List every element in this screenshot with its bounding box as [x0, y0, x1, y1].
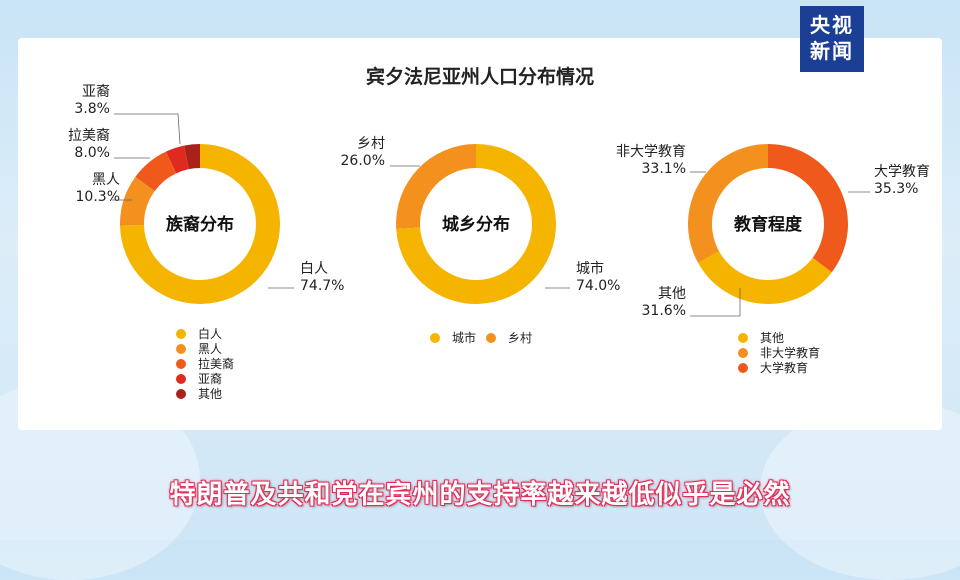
slice-name-1-1: 乡村 [357, 136, 385, 152]
legend-label-0-1: 黑人 [198, 342, 223, 356]
legend-label-2-2: 大学教育 [760, 361, 809, 375]
cctv-news-logo: 央视 新闻 [800, 6, 864, 72]
legend-swatch-0-2 [176, 358, 186, 369]
slice-2-1 [698, 251, 832, 305]
legend-swatch-0-4 [176, 388, 186, 399]
slice-0-4 [184, 144, 200, 170]
slice-0-2 [135, 151, 177, 192]
slice-value-1-0: 74.0% [576, 278, 620, 294]
legend-item-0-1: 黑人 [176, 341, 234, 356]
slice-2-2 [688, 144, 768, 263]
slice-value-0-0: 74.7% [300, 278, 344, 294]
slice-name-2-0: 大学教育 [874, 164, 930, 180]
legend-item-1-0: 城市 [430, 330, 476, 345]
slice-value-0-3: 3.8% [74, 101, 110, 117]
legend-item-0-3: 亚裔 [176, 371, 234, 386]
slice-value-2-0: 35.3% [874, 181, 918, 197]
legend-swatch-1-1 [486, 332, 497, 343]
logo-line2: 新闻 [810, 39, 854, 63]
legend-label-0-0: 白人 [198, 327, 223, 341]
slice-value-0-1: 10.3% [76, 189, 120, 205]
slice-value-2-1: 31.6% [642, 303, 686, 319]
legend-label-1-1: 乡村 [508, 331, 533, 345]
legend-label-2-1: 非大学教育 [760, 346, 821, 360]
slice-name-2-2: 非大学教育 [616, 144, 686, 160]
slice-value-0-2: 8.0% [74, 145, 110, 161]
legend-item-0-0: 白人 [176, 326, 234, 341]
legend-swatch-2-1 [738, 347, 748, 358]
slice-0-0 [120, 144, 281, 304]
slice-name-0-0: 白人 [300, 261, 328, 277]
legend-swatch-0-0 [176, 328, 186, 339]
chart-title: 宾夕法尼亚州人口分布情况 [365, 66, 594, 88]
legend-swatch-2-2 [738, 362, 748, 373]
legend-item-0-4: 其他 [176, 386, 234, 401]
logo-line1: 央视 [810, 13, 854, 37]
legend-2: 其他 非大学教育 大学教育 [738, 330, 820, 375]
slice-2-0 [768, 144, 848, 273]
legend-swatch-2-0 [738, 332, 748, 343]
legend-0: 白人 黑人 拉美裔 亚裔 其他 [176, 326, 234, 401]
legend-label-0-4: 其他 [198, 387, 223, 401]
legend-item-2-0: 其他 [738, 330, 820, 345]
legend-1: 城市 乡村 [430, 330, 542, 346]
legend-item-2-1: 非大学教育 [738, 345, 820, 360]
slice-value-2-2: 33.1% [642, 161, 686, 177]
legend-swatch-0-3 [176, 373, 186, 384]
legend-label-0-2: 拉美裔 [198, 357, 235, 371]
legend-label-0-3: 亚裔 [198, 372, 223, 386]
video-subtitle: 特朗普及共和党在宾州的支持率越来越低似乎是必然 [169, 480, 791, 510]
legend-label-2-0: 其他 [760, 331, 785, 345]
leader-line-2-1 [690, 288, 741, 317]
slice-1-0 [396, 144, 556, 304]
legend-swatch-1-0 [430, 332, 440, 343]
legend-item-2-2: 大学教育 [738, 360, 820, 375]
slice-0-1 [120, 176, 155, 226]
legend-item-0-2: 拉美裔 [176, 356, 234, 371]
donut-center-title-2: 教育程度 [733, 214, 803, 235]
donut-center-title-0: 族裔分布 [166, 214, 234, 235]
slice-value-1-1: 26.0% [341, 153, 385, 169]
slice-name-1-0: 城市 [576, 260, 604, 277]
legend-item-1-1: 乡村 [486, 330, 532, 345]
legend-label-1-0: 城市 [452, 331, 477, 345]
slice-name-0-2: 拉美裔 [68, 127, 110, 144]
slice-name-0-3: 亚裔 [82, 83, 110, 100]
slice-0-3 [165, 145, 189, 174]
legend-swatch-0-1 [176, 343, 186, 354]
slice-name-2-1: 其他 [658, 286, 686, 302]
donut-center-title-1: 城乡分布 [442, 214, 510, 235]
slice-1-1 [396, 144, 476, 230]
slice-name-0-1: 黑人 [92, 172, 120, 188]
chart-card [18, 38, 942, 430]
leader-line-0-3 [114, 113, 181, 145]
